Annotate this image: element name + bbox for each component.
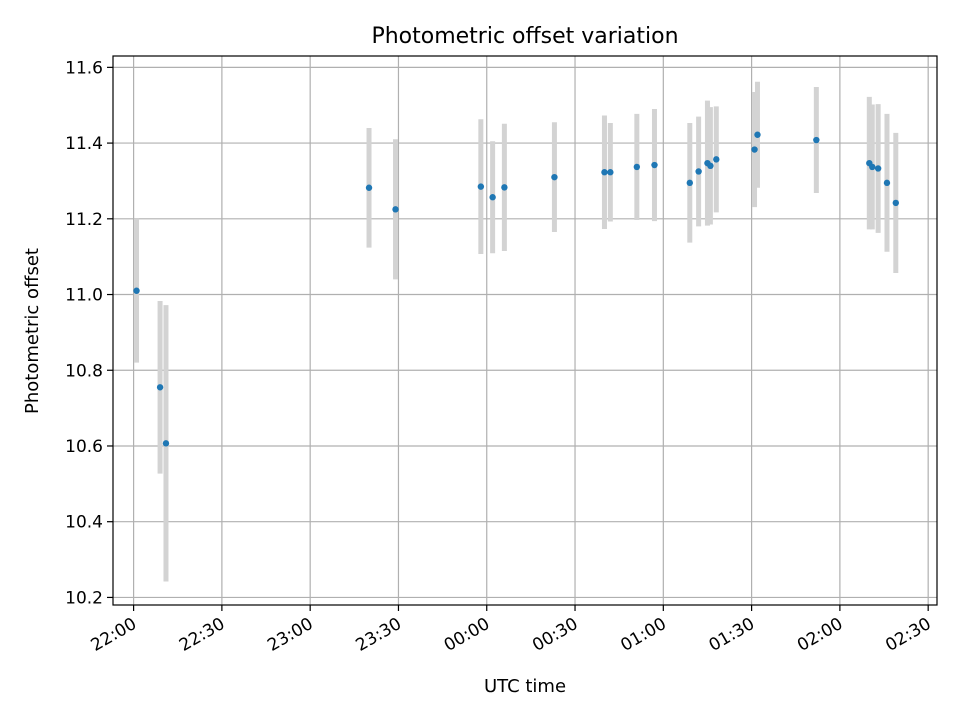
data-point [651, 161, 658, 169]
data-point [695, 168, 702, 175]
data-point [883, 179, 891, 187]
x-tick-label: 00:30 [529, 614, 581, 656]
data-point [707, 162, 714, 169]
grid-lines [113, 56, 937, 605]
y-tick-label: 10.4 [65, 513, 103, 533]
y-tick-label: 11.6 [65, 58, 103, 78]
data-point [551, 173, 558, 181]
data-point [751, 146, 758, 153]
y-tick-label: 10.8 [65, 361, 103, 381]
y-tick-label: 10.2 [65, 588, 103, 608]
error-bars [134, 81, 899, 582]
data-point [874, 165, 882, 172]
data-point [162, 440, 170, 447]
x-tick-label: 22:00 [88, 614, 140, 656]
data-point [869, 163, 876, 171]
data-point [392, 206, 399, 213]
data-point [754, 131, 761, 138]
data-point [813, 136, 820, 144]
data-point [686, 179, 693, 187]
y-tick-label: 11.4 [65, 134, 103, 154]
data-point [501, 184, 508, 191]
data-point [892, 199, 899, 207]
data-point [156, 384, 164, 391]
x-tick-label: 23:00 [264, 614, 316, 656]
data-point [601, 169, 608, 176]
data-point [713, 156, 720, 163]
data-point [365, 184, 373, 191]
data-point [477, 183, 485, 190]
x-tick-label: 01:30 [706, 614, 758, 656]
plot-frame [112, 55, 938, 606]
x-tick-label: 02:00 [794, 614, 846, 656]
x-axis-label: UTC time [484, 676, 566, 697]
data-point [489, 194, 496, 201]
axis-ticks: 22:00 22:30 23:00 23:30 00:00 00:30 01:00 01:30… [65, 58, 935, 655]
data-point [607, 169, 614, 176]
chart-title: Photometric offset variation [371, 24, 678, 49]
y-tick-label: 11.0 [65, 286, 103, 306]
x-tick-label: 22:30 [176, 614, 228, 656]
y-tick-label: 10.6 [65, 437, 103, 457]
y-tick-label: 11.2 [65, 210, 103, 230]
x-tick-label: 02:30 [882, 614, 934, 656]
data-points [133, 131, 899, 447]
y-axis-label: Photometric offset [22, 248, 43, 414]
x-tick-label: 00:00 [441, 614, 493, 656]
x-tick-label: 23:30 [353, 614, 405, 656]
data-point [633, 163, 641, 171]
data-point [133, 287, 140, 294]
x-tick-label: 01:00 [617, 614, 669, 656]
